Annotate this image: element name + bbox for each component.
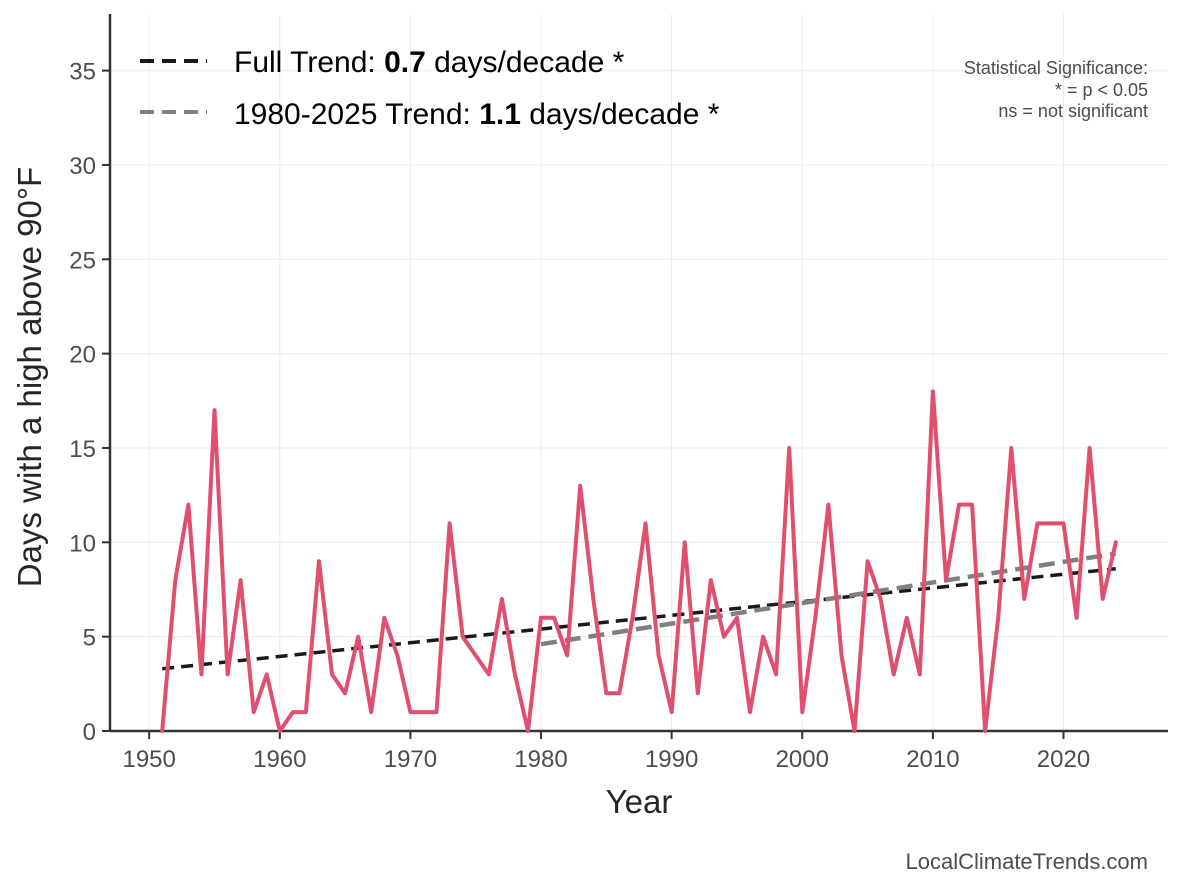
axes [108,14,1168,733]
significance-note-line2: * = p < 0.05 [1055,80,1148,100]
x-tick-label: 1960 [253,746,306,773]
legend-entry-recent-trend: 1980-2025 Trend: 1.1 days/decade * [234,98,720,131]
x-tick-label: 1970 [384,746,437,773]
y-tick-label: 20 [69,342,96,369]
y-tick-label: 30 [69,153,96,180]
source-credit: LocalClimateTrends.com [906,849,1149,874]
x-axis-title: Year [606,783,673,820]
y-tick-label: 35 [69,59,96,86]
y-tick-label: 0 [83,719,96,746]
y-tick-label: 10 [69,530,96,557]
significance-note-line3: ns = not significant [998,101,1148,121]
legend: Full Trend: 0.7 days/decade * 1980-2025 … [140,46,720,131]
y-tick-label: 5 [83,625,96,652]
ticks: 0 5 10 15 20 25 30 35 1950 1960 1970 1980 1990 2000 20… [69,59,1090,773]
x-tick-label: 2010 [906,746,959,773]
x-tick-label: 2000 [776,746,829,773]
legend-entry-full-trend: Full Trend: 0.7 days/decade * [234,46,625,79]
x-tick-label: 2020 [1037,746,1090,773]
hot-days-series-line [160,389,1118,733]
significance-note: Statistical Significance: * = p < 0.05 n… [964,58,1148,121]
legend-full-trend-rate: 0.7 [384,46,426,79]
legend-recent-trend-unit: days/decade * [529,98,719,131]
legend-full-trend-unit: days/decade * [434,46,624,79]
y-tick-label: 15 [69,436,96,463]
grid [110,14,1168,732]
legend-full-trend-name: Full Trend [234,46,367,79]
data-series [160,389,1118,733]
legend-recent-trend-rate: 1.1 [479,98,521,131]
full-trend-line [162,566,1116,671]
x-tick-label: 1950 [122,746,175,773]
significance-note-line1: Statistical Significance: [964,58,1148,78]
x-tick-label: 1980 [514,746,567,773]
x-tick-label: 1990 [645,746,698,773]
legend-recent-trend-name: 1980-2025 Trend [234,98,463,131]
y-tick-label: 25 [69,247,96,274]
y-axis-title: Days with a high above 90°F [11,167,48,587]
